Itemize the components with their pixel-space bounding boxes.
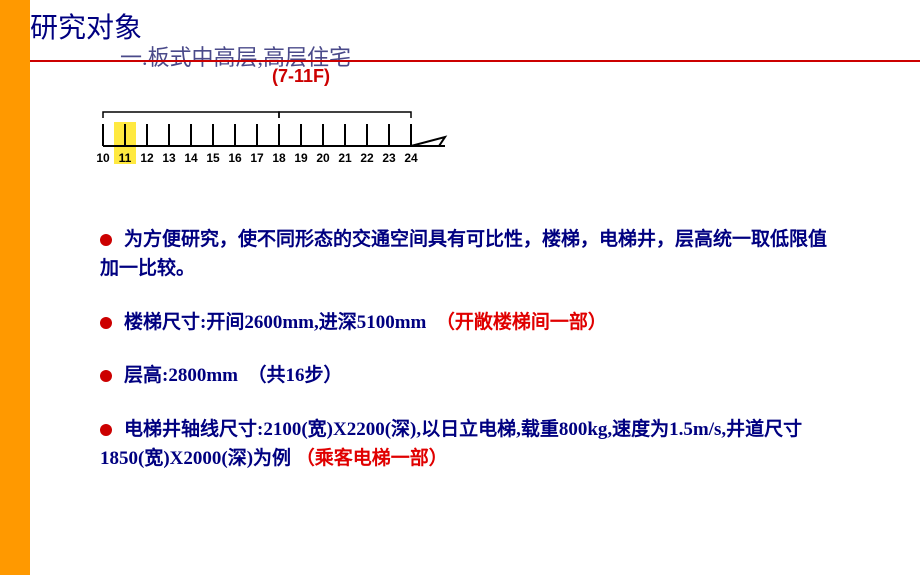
bullet-icon [100,424,112,436]
svg-text:11: 11 [119,151,132,165]
bullet-text: 为方便研究，使不同形态的交通空间具有可比性，楼梯，电梯井，层高统一取低限值加一比… [100,229,827,279]
bullet-item: 电梯井轴线尺寸:2100(宽)X2200(深),以日立电梯,载重800kg,速度… [100,415,840,474]
bullet-list: 为方便研究，使不同形态的交通空间具有可比性，楼梯，电梯井，层高统一取低限值加一比… [100,225,840,498]
svg-text:23: 23 [382,151,396,165]
bullet-text: （乘客电梯一部） [296,448,448,469]
svg-text:22: 22 [360,151,374,165]
bullet-icon [100,317,112,329]
bullet-text: （开敞楼梯间一部） [445,312,607,333]
svg-text:24: 24 [404,151,418,165]
bullet-text: 电梯井轴线尺寸:2100(宽)X2200(深),以日立电梯,载重800kg,速度… [100,419,802,469]
bullet-item: 楼梯尺寸:开间2600mm,进深5100mm （开敞楼梯间一部） [100,308,840,337]
bullet-item: 层高:2800mm （共16步） [100,361,840,390]
svg-text:10: 10 [97,151,110,165]
svg-text:20: 20 [316,151,330,165]
floor-ruler: 10 11 12 13 14 15 16 17 18 19 20 21 22 23 24 [97,108,437,178]
floor-range-label: (7-11F) [272,66,330,87]
bullet-icon [100,370,112,382]
svg-text:15: 15 [206,151,220,165]
accent-bar [0,0,30,575]
bullet-item: 为方便研究，使不同形态的交通空间具有可比性，楼梯，电梯井，层高统一取低限值加一比… [100,225,840,284]
svg-text:16: 16 [228,151,242,165]
svg-text:19: 19 [294,151,308,165]
bullet-text: 层高:2800mm （共16步） [124,365,342,386]
svg-text:21: 21 [338,151,352,165]
header-rule [30,60,920,62]
svg-text:18: 18 [272,151,286,165]
bullet-text: 楼梯尺寸:开间2600mm,进深5100mm [124,312,445,333]
svg-text:14: 14 [184,151,198,165]
svg-text:13: 13 [162,151,176,165]
svg-text:17: 17 [250,151,264,165]
svg-text:12: 12 [140,151,154,165]
bullet-icon [100,234,112,246]
